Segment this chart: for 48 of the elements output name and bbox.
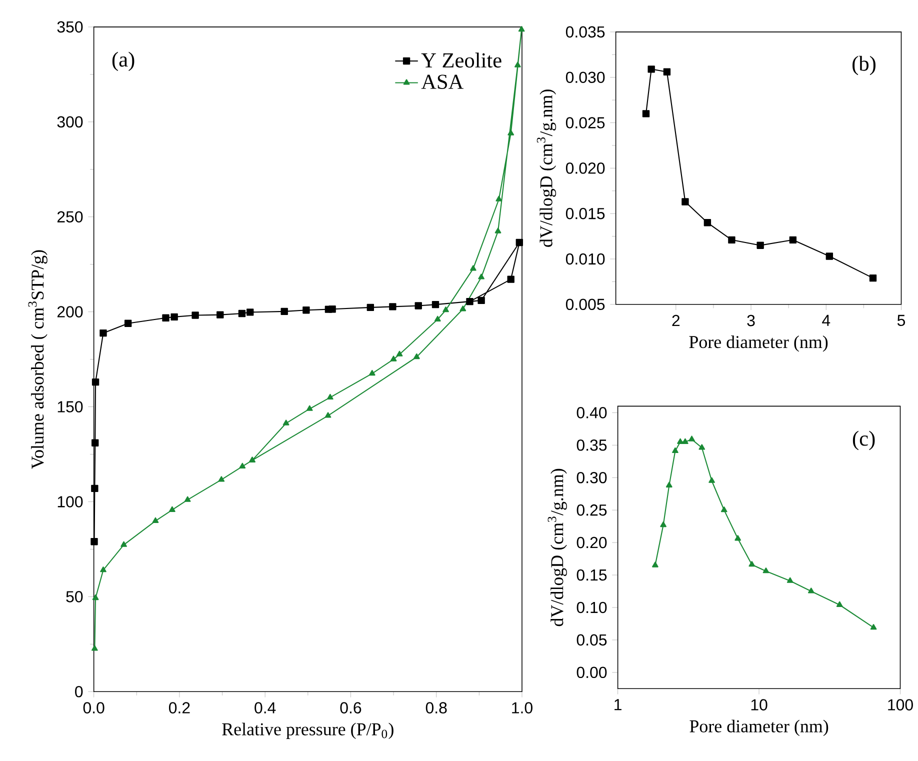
y-tick-label: 150 (58, 401, 83, 413)
y-tick-label: 0.40 (576, 407, 607, 419)
y-tick-label: 0.035 (566, 26, 605, 38)
annotation: (a) (112, 52, 134, 72)
y-tick-label: 350 (57, 22, 83, 33)
y-tick-label: 0.20 (576, 537, 607, 548)
x-tick-label: 1 (614, 699, 622, 710)
y-tick-label: 0.00 (576, 667, 607, 678)
y-tick-label: 0.025 (566, 117, 605, 129)
x-tick-label: 0.6 (340, 702, 362, 714)
y-tick-label: 250 (57, 211, 83, 223)
legend-label: Y Zeolite (421, 52, 502, 68)
y-tick-label: 0.020 (566, 162, 605, 174)
y-axis-title: Volume adsorbed ( cm$^{3}$STP/g) (28, 250, 48, 470)
y-axis-title: dV/dlogD (cm$^{3}$/g.nm) (548, 469, 567, 626)
annotation: (b) (852, 56, 876, 76)
y-tick-label: 200 (57, 306, 83, 318)
x-tick-label: 0.2 (168, 702, 190, 714)
x-tick-label: 5 (897, 315, 906, 326)
x-axis-title: Pore diameter (nm) (689, 336, 828, 352)
x-axis-title: Pore diameter (nm) (690, 720, 828, 736)
y-tick-label: 0.30 (576, 472, 607, 484)
y-tick-label: 0 (75, 686, 83, 698)
x-tick-label: 0.0 (83, 702, 104, 714)
x-tick-label: 4 (822, 315, 830, 326)
x-tick-label: 0.4 (254, 702, 276, 714)
x-tick-label: 10 (751, 699, 768, 711)
legend-label: ASA (421, 74, 464, 90)
y-tick-label: 0.25 (576, 504, 607, 516)
y-tick-label: 0.010 (566, 254, 605, 265)
y-tick-label: 0.005 (566, 298, 605, 310)
y-tick-label: 0.05 (576, 634, 607, 646)
x-tick-label: 100 (888, 699, 913, 711)
y-tick-label: 0.030 (566, 72, 605, 84)
y-tick-label: 300 (57, 116, 83, 128)
x-axis-title: Relative pressure (P/P$_{0}$) (222, 722, 394, 740)
y-tick-label: 100 (58, 496, 83, 508)
x-tick-label: 2 (672, 315, 680, 326)
y-tick-label: 50 (66, 591, 83, 603)
y-tick-label: 0.35 (576, 440, 607, 452)
x-tick-label: 0.8 (426, 702, 447, 714)
y-axis-title: dV/dlogD (cm$^{3}$/g.nm) (536, 90, 556, 248)
x-tick-label: 3 (747, 315, 755, 326)
x-tick-label: 1.0 (512, 702, 532, 714)
y-tick-label: 0.10 (576, 602, 607, 614)
y-tick-label: 0.015 (566, 208, 605, 220)
y-tick-label: 0.15 (576, 570, 607, 581)
annotation: (c) (852, 431, 875, 450)
